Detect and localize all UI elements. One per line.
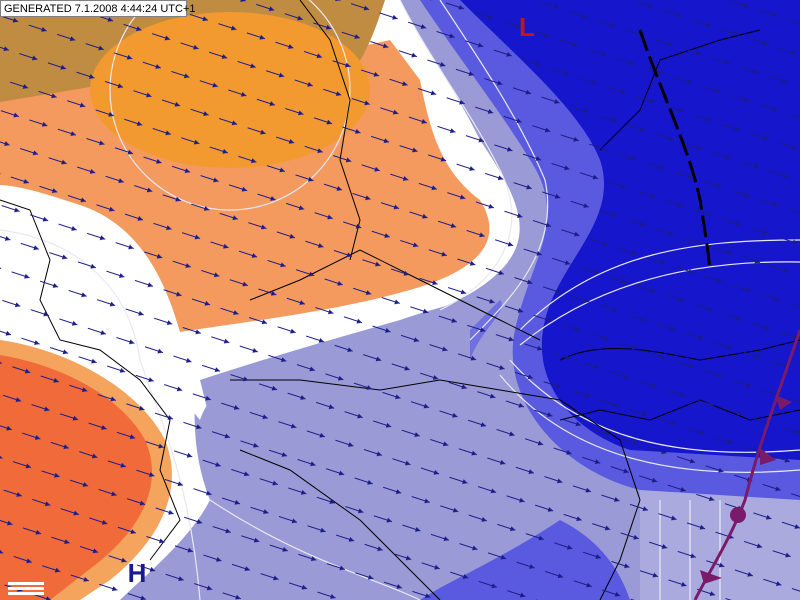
logo-bar	[8, 587, 44, 590]
occluded-front	[693, 329, 800, 600]
logo-bar	[8, 582, 44, 585]
header-box	[0, 0, 187, 17]
front-semicircle	[730, 507, 746, 523]
logo-bar	[8, 592, 44, 595]
logo	[8, 582, 44, 595]
front-triangle	[700, 570, 722, 584]
front-triangle	[760, 448, 776, 465]
generated-text: GENERATED 7.1.2008 4:44:24 UTC+1	[4, 3, 195, 15]
front-triangle	[775, 395, 792, 410]
high-pressure-label: H	[128, 558, 147, 588]
low-pressure-label: L	[519, 12, 535, 42]
front-symbols	[700, 395, 792, 584]
trough-line	[638, 29, 712, 271]
